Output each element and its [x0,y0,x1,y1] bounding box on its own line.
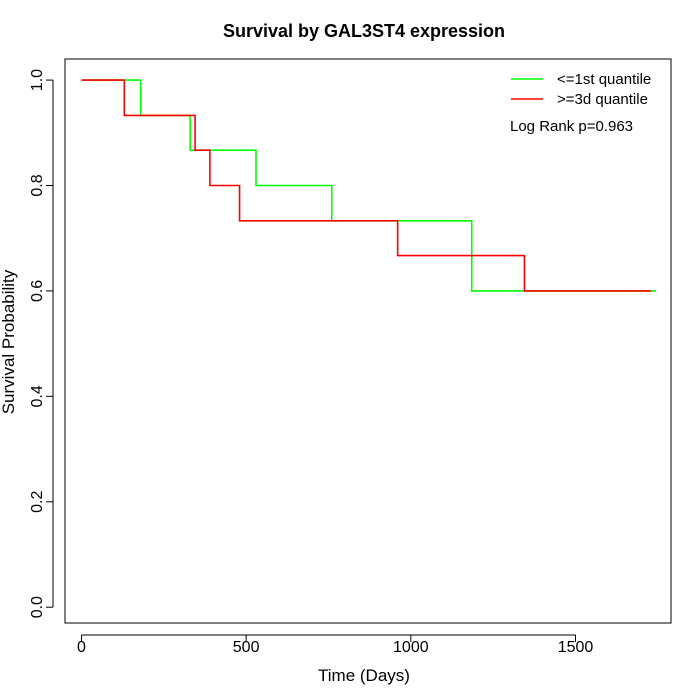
x-axis: 0 500 1000 1500 [77,634,594,656]
y-tick-label: 0.6 [29,280,46,302]
plot-frame [64,58,672,624]
y-axis-label: Survival Probability [0,269,18,414]
legend: <=1st quantile >=3d quantile [511,71,651,108]
x-tick-label: 1000 [393,639,429,656]
x-tick-label: 0 [77,639,86,656]
legend-label: <=1st quantile [557,71,651,88]
y-axis: 0.0 0.2 0.4 0.6 0.8 1.0 [29,69,54,618]
y-tick-label: 0.8 [29,174,46,196]
x-axis-label: Time (Days) [318,666,410,685]
y-tick-label: 0.2 [29,491,46,513]
chart-title: Survival by GAL3ST4 expression [223,21,505,41]
y-tick-label: 0.0 [29,596,46,618]
y-tick-label: 0.4 [29,385,46,407]
log-rank-annotation: Log Rank p=0.963 [510,118,633,135]
y-tick-label: 1.0 [29,69,46,91]
survival-curves [81,79,657,292]
survival-curve-2 [81,79,652,292]
legend-label: >=3d quantile [557,91,648,108]
x-tick-label: 1500 [558,639,594,656]
x-tick-label: 500 [233,639,260,656]
survival-curve-1 [81,79,657,292]
